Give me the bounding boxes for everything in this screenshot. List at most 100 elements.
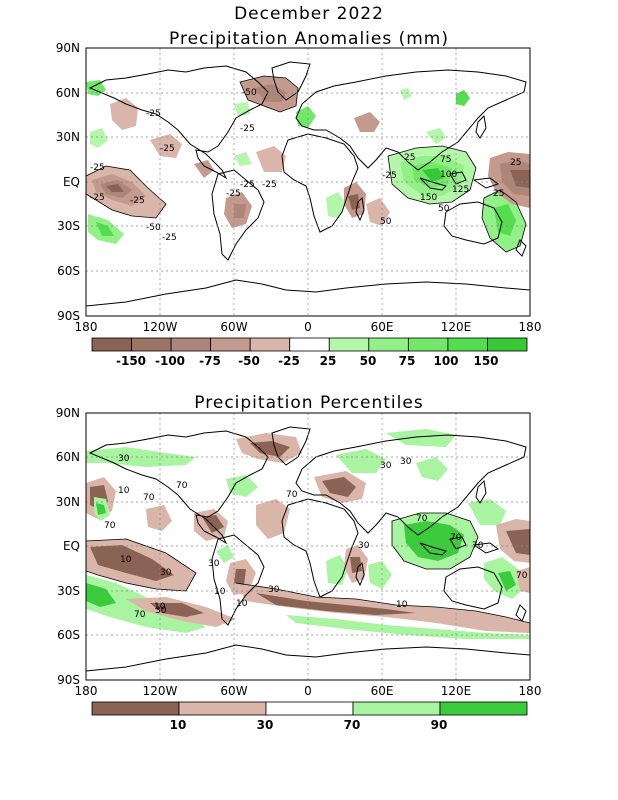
anomaly-lon-axis: 180 120W 60W 0 60E 120E 180	[75, 320, 542, 334]
colorbar-label: 150	[473, 354, 498, 368]
contour-label: 30	[268, 585, 280, 595]
contour-label: 30	[155, 606, 167, 616]
contour-label: -25	[240, 180, 255, 190]
lat-label: 60S	[57, 628, 80, 642]
lon-label: 180	[75, 320, 98, 334]
lon-label: 60W	[220, 684, 247, 698]
lon-label: 180	[519, 684, 542, 698]
colorbar-swatch	[447, 337, 488, 352]
lon-label: 120W	[143, 684, 178, 698]
colorbar-swatch	[265, 701, 354, 716]
anomaly-gridlines	[86, 48, 530, 316]
lat-label: 30S	[57, 219, 80, 233]
lat-label: 60S	[57, 264, 80, 278]
contour-label: -25	[262, 180, 277, 190]
colorbar-label: 90	[431, 718, 448, 732]
contour-label: 30	[358, 541, 370, 551]
lat-label: EQ	[63, 539, 80, 553]
contour-label: 10	[118, 486, 130, 496]
colorbar-swatch	[352, 701, 441, 716]
map-month-title: December 2022	[234, 4, 384, 24]
colorbar-swatch	[439, 701, 528, 716]
contour-label: 25	[404, 153, 415, 163]
colorbar-label: 25	[320, 354, 337, 368]
colorbar-label: 30	[257, 718, 274, 732]
colorbar-label: 10	[170, 718, 187, 732]
contour-label: 100	[440, 170, 457, 180]
anomaly-map: -50 -25 -25 -25 -25 -25 -25 -25 -25 -25 …	[56, 41, 542, 368]
anomaly-contour-labels: -50 -25 -25 -25 -25 -25 -25 -25 -25 -25 …	[90, 88, 521, 243]
percentile-shading	[86, 426, 530, 672]
percentile-contour-labels: 30 10 70 70 70 30 10 30 30 70 70 70 30 3…	[104, 454, 528, 620]
colorbar-swatch	[170, 337, 212, 352]
lon-label: 120E	[441, 684, 472, 698]
lat-label: 30N	[56, 495, 80, 509]
colorbar-swatch	[91, 337, 132, 352]
colorbar-swatch	[328, 337, 370, 352]
contour-label: 10	[396, 600, 408, 610]
contour-label: 30	[208, 559, 220, 569]
colorbar-label: -75	[199, 354, 221, 368]
colorbar-label: -25	[278, 354, 300, 368]
colorbar-swatch	[368, 337, 409, 352]
contour-label: 70	[516, 571, 528, 581]
lat-label: 90N	[56, 406, 80, 420]
contour-label: 30	[400, 457, 412, 467]
percentile-map: 30 10 70 70 70 30 10 30 30 70 70 70 30 3…	[56, 406, 542, 732]
lat-label: 60N	[56, 86, 80, 100]
lon-label: 180	[519, 320, 542, 334]
contour-label: 70	[134, 610, 146, 620]
lon-label: 60E	[371, 684, 394, 698]
percentile-map-title: Precipitation Percentiles	[194, 393, 424, 413]
lon-label: 0	[304, 684, 312, 698]
colorbar-label: -100	[155, 354, 185, 368]
contour-label: 10	[236, 599, 248, 609]
contour-label: 70	[472, 541, 484, 551]
colorbar-swatch	[407, 337, 449, 352]
contour-label: 70	[176, 481, 188, 491]
colorbar-label: 70	[344, 718, 361, 732]
contour-label: 50	[380, 217, 392, 227]
colorbar-swatch	[131, 337, 172, 352]
lat-label: 60N	[56, 450, 80, 464]
colorbar-label: 100	[433, 354, 458, 368]
anomaly-map-border	[85, 47, 531, 317]
lon-label: 120W	[143, 320, 178, 334]
lon-label: 60E	[371, 320, 394, 334]
contour-label: 50	[438, 204, 450, 214]
contour-label: -25	[146, 109, 161, 119]
colorbar-label: 50	[360, 354, 377, 368]
percentile-lon-axis: 180 120W 60W 0 60E 120E 180	[75, 684, 542, 698]
anomaly-colorbar: -150 -100 -75 -50 -25 25 50 75 100 150	[91, 337, 528, 368]
lon-label: 60W	[220, 320, 247, 334]
contour-label: -25	[240, 124, 255, 134]
contour-label: 30	[380, 461, 392, 471]
percentile-colorbar: 10 30 70 90	[91, 701, 528, 732]
percentile-gridlines	[86, 413, 530, 680]
contour-label: 70	[416, 514, 428, 524]
contour-label: -25	[90, 193, 105, 203]
lat-label: EQ	[63, 175, 80, 189]
contour-label: 150	[420, 193, 437, 203]
colorbar-label: 75	[399, 354, 416, 368]
contour-label: -25	[382, 171, 397, 181]
contour-label: 70	[450, 533, 462, 543]
contour-label: 10	[214, 587, 226, 597]
percentile-lat-axis: 90N 60N 30N EQ 30S 60S 90S	[56, 406, 80, 687]
contour-label: -25	[160, 144, 175, 154]
contour-label: 70	[286, 490, 298, 500]
colorbar-swatch	[249, 337, 291, 352]
colorbar-label: -150	[116, 354, 146, 368]
contour-label: 10	[120, 555, 132, 565]
lon-label: 0	[304, 320, 312, 334]
contour-label: 75	[440, 155, 451, 165]
colorbar-swatch	[178, 701, 267, 716]
contour-label: -50	[146, 223, 161, 233]
percentile-map-border	[85, 412, 531, 681]
colorbar-label: -50	[238, 354, 260, 368]
lat-label: 30S	[57, 584, 80, 598]
contour-label: 30	[118, 454, 130, 464]
contour-label: -25	[162, 233, 177, 243]
lon-label: 180	[75, 684, 98, 698]
